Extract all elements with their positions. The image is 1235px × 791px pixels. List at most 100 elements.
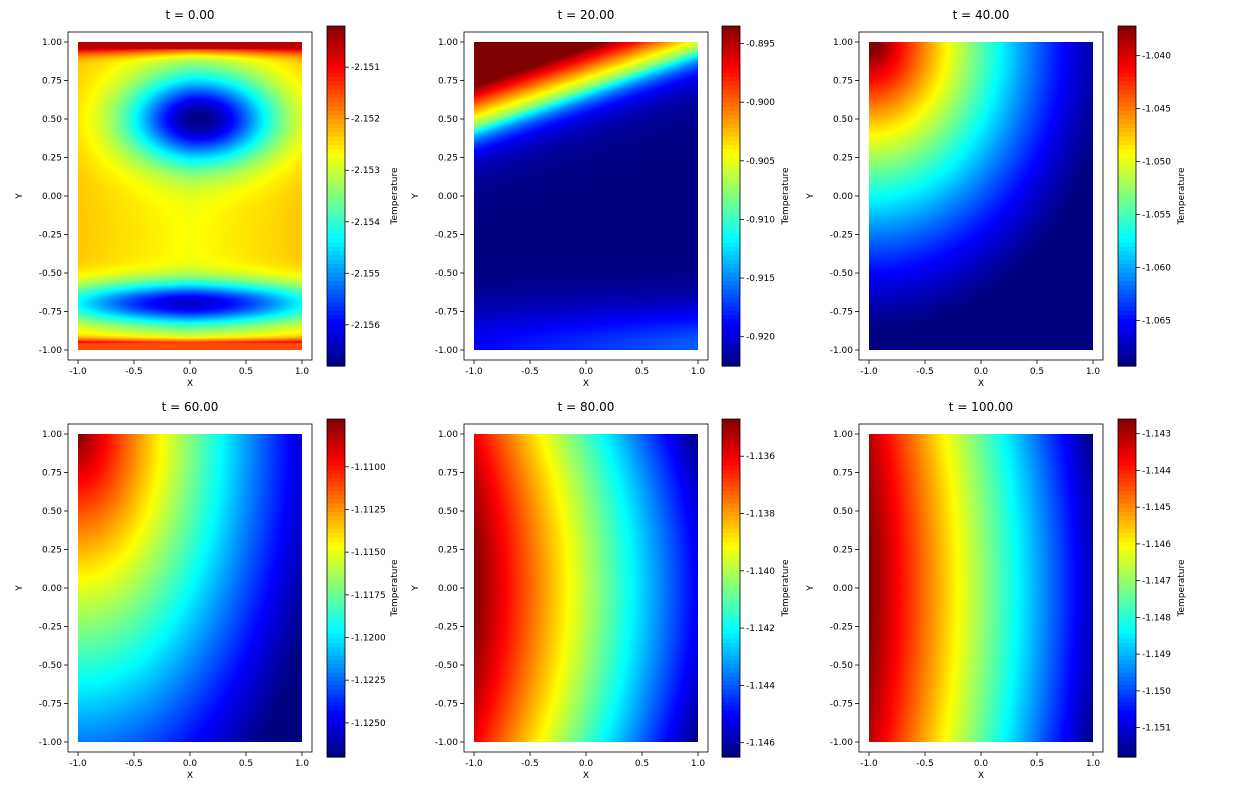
x-tick-label: 1.0 [691, 759, 706, 769]
y-tick-label: 0.25 [42, 546, 62, 556]
colorbar-segment [1118, 651, 1136, 657]
colorbar-segment [722, 268, 740, 274]
colorbar-segment [722, 140, 740, 146]
colorbar-segment [327, 89, 345, 95]
colorbar-segment [722, 136, 740, 142]
colorbar-segment [1118, 507, 1136, 513]
colorbar-segment [1118, 714, 1136, 720]
colorbar-segment [1118, 638, 1136, 644]
colorbar-segment [327, 680, 345, 686]
colorbar-segment [722, 170, 740, 176]
colorbar-segment [327, 465, 345, 471]
colorbar-segment [327, 642, 345, 648]
colorbar-segment [327, 419, 345, 424]
colorbar-segment [1118, 336, 1136, 342]
colorbar-segment [327, 132, 345, 138]
heatmap-image [78, 434, 302, 742]
colorbar-segment [722, 558, 740, 564]
colorbar-segment [1118, 183, 1136, 189]
colorbar-segment [1118, 349, 1136, 354]
colorbar-segment [1118, 115, 1136, 121]
colorbar-segment [1118, 170, 1136, 176]
colorbar-segment [722, 145, 740, 150]
colorbar-segment [722, 319, 740, 325]
colorbar-segment [327, 444, 345, 450]
colorbar-segment [1118, 43, 1136, 48]
colorbar-segment [327, 213, 345, 218]
colorbar-segment [1118, 302, 1136, 308]
subplot-3: t = 60.00 -1.0 -0.5 0.0 0.5 1.0 X 1.00 0.75 0.50 0… [15, 400, 400, 781]
colorbar-segment [1118, 693, 1136, 699]
colorbar-segment [327, 714, 345, 720]
y-tick-label: 0.50 [42, 507, 62, 517]
y-tick-label: 0.00 [833, 192, 853, 202]
colorbar-segment [722, 566, 740, 572]
colorbar-segment [722, 752, 740, 758]
colorbar-segment [722, 710, 740, 716]
colorbar-label: Temperature [781, 167, 791, 225]
colorbar-segment [722, 221, 740, 227]
colorbar-segment [1118, 208, 1136, 214]
colorbar-segment [327, 461, 345, 467]
colorbar-segment [327, 427, 345, 433]
colorbar-segment [327, 187, 345, 193]
colorbar-segment [722, 461, 740, 467]
colorbar-segment [327, 609, 345, 614]
colorbar-segment [1118, 672, 1136, 678]
x-axis-label: X [583, 379, 589, 389]
x-tick-label: -0.5 [125, 759, 143, 769]
colorbar-segment [327, 511, 345, 517]
colorbar-segment [1118, 558, 1136, 564]
colorbar-segment [327, 102, 345, 108]
colorbar-tick-label: -1.045 [1142, 105, 1171, 115]
colorbar-segment [327, 731, 345, 737]
colorbar-segment [1118, 461, 1136, 467]
colorbar-segment [1118, 473, 1136, 479]
colorbar-segment [1118, 72, 1136, 78]
y-tick-label: -1.00 [435, 738, 459, 748]
colorbar-segment [1118, 323, 1136, 329]
subplot-title: t = 60.00 [162, 400, 219, 414]
colorbar-tick-label: -0.910 [746, 215, 775, 225]
colorbar-segment [722, 664, 740, 669]
colorbar-segment [722, 179, 740, 184]
colorbar-segment [722, 361, 740, 367]
y-tick-label: -0.25 [435, 231, 458, 241]
colorbar-segment [722, 81, 740, 87]
colorbar-tick-label: -1.1125 [351, 505, 386, 515]
colorbar-segment [722, 621, 740, 627]
y-tick-label: -0.75 [435, 700, 458, 710]
colorbar-segment [327, 353, 345, 359]
colorbar-segment [1118, 423, 1136, 429]
colorbar-segment [1118, 727, 1136, 733]
colorbar-label: Temperature [390, 559, 400, 617]
colorbar-tick-label: -1.040 [1142, 52, 1171, 62]
colorbar-segment [327, 30, 345, 36]
colorbar-segment [1118, 718, 1136, 724]
colorbar-segment [327, 340, 345, 346]
colorbar-segment [722, 499, 740, 505]
colorbar-segment [722, 149, 740, 155]
colorbar-segment [722, 634, 740, 640]
colorbar-segment [722, 332, 740, 337]
colorbar-segment [1118, 60, 1136, 65]
colorbar-segment [327, 478, 345, 483]
colorbar-segment [722, 115, 740, 121]
colorbar-segment [1118, 353, 1136, 359]
y-axis-label: Y [15, 585, 25, 592]
colorbar-segment [722, 38, 740, 44]
y-tick-label: -1.00 [435, 346, 459, 356]
colorbar-tick-label: -2.155 [351, 269, 380, 279]
colorbar-segment [1118, 528, 1136, 534]
colorbar-frame [326, 25, 346, 367]
colorbar-segment [327, 272, 345, 278]
colorbar-segment [327, 153, 345, 159]
colorbar-segment [327, 238, 345, 244]
colorbar-segment [722, 748, 740, 754]
colorbar-segment [1118, 230, 1136, 235]
colorbar-segment [327, 490, 345, 496]
y-axis-label: Y [806, 585, 816, 592]
colorbar-segment [722, 166, 740, 172]
colorbar-frame [721, 418, 741, 758]
